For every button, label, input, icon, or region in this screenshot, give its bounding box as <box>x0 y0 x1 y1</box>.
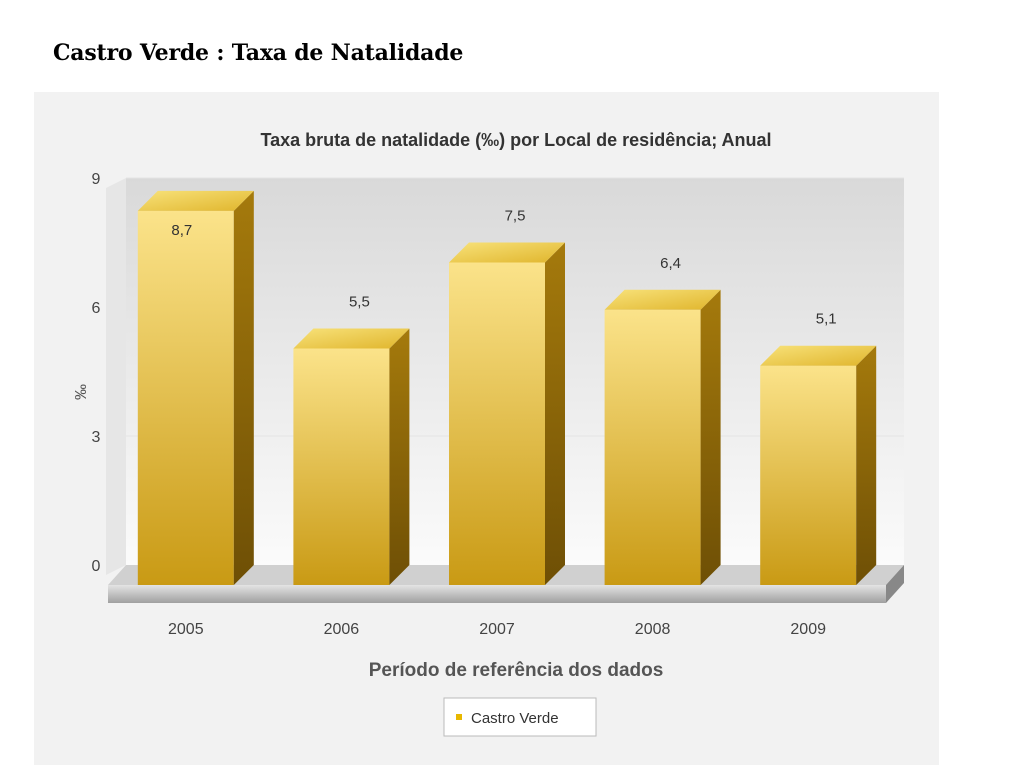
bar: 8,7 <box>137 190 254 585</box>
bar-front <box>449 262 545 585</box>
bar-front <box>293 348 390 585</box>
bar-side <box>545 242 565 585</box>
legend: Castro Verde <box>443 697 597 737</box>
bar: 5,5 <box>293 294 410 585</box>
x-tick-label: 2006 <box>324 621 360 638</box>
bar-front <box>604 309 701 585</box>
bar-side <box>700 289 721 585</box>
bar: 6,4 <box>604 255 721 585</box>
x-axis-label: Período de referência dos dados <box>369 660 664 681</box>
bar-chart: Taxa bruta de natalidade (‰) por Local d… <box>73 130 904 737</box>
y-axis-label: ‰ <box>73 384 90 400</box>
bar-value-label: 5,5 <box>349 294 370 311</box>
bar: 5,1 <box>760 311 877 585</box>
legend-label: Castro Verde <box>471 710 559 727</box>
bar-top <box>137 190 254 211</box>
y-axis-ticks: 0 3 6 9 <box>92 171 101 575</box>
legend-marker <box>456 714 462 720</box>
x-tick-label: 2008 <box>635 621 671 638</box>
bar-top <box>604 289 721 310</box>
y-tick-label: 6 <box>92 300 101 317</box>
chart-floor-side <box>886 565 904 603</box>
y-tick-label: 3 <box>92 429 101 446</box>
bar: 7,5 <box>449 208 565 585</box>
bar-front <box>137 210 234 585</box>
bar-value-label: 7,5 <box>505 208 526 225</box>
x-tick-label: 2005 <box>168 621 204 638</box>
bar-value-label: 8,7 <box>171 222 192 239</box>
bar-top <box>449 242 565 263</box>
chart-panel: Taxa bruta de natalidade (‰) por Local d… <box>34 92 939 765</box>
bar-side <box>856 345 877 585</box>
chart-title: Taxa bruta de natalidade (‰) por Local d… <box>260 130 771 150</box>
bar-value-label: 5,1 <box>816 311 837 328</box>
legend-box <box>443 697 597 737</box>
y-tick-label: 9 <box>92 171 101 188</box>
bar-front <box>760 365 857 585</box>
y-tick-label: 0 <box>92 558 101 575</box>
x-tick-label: 2009 <box>790 621 826 638</box>
bars-group: 8,7 5,5 7,5 6,4 5,1 <box>137 190 877 585</box>
bar-side <box>389 328 410 585</box>
page-title: Castro Verde : Taxa de Natalidade <box>53 40 464 66</box>
chart-floor-front <box>108 585 886 603</box>
x-tick-label: 2007 <box>479 621 515 638</box>
bar-value-label: 6,4 <box>660 255 681 272</box>
bar-side <box>233 190 254 585</box>
bar-top <box>293 328 410 349</box>
x-axis-ticks: 2005 2006 2007 2008 2009 <box>168 621 826 638</box>
chart-left-wall <box>106 178 126 575</box>
bar-top <box>760 345 877 366</box>
